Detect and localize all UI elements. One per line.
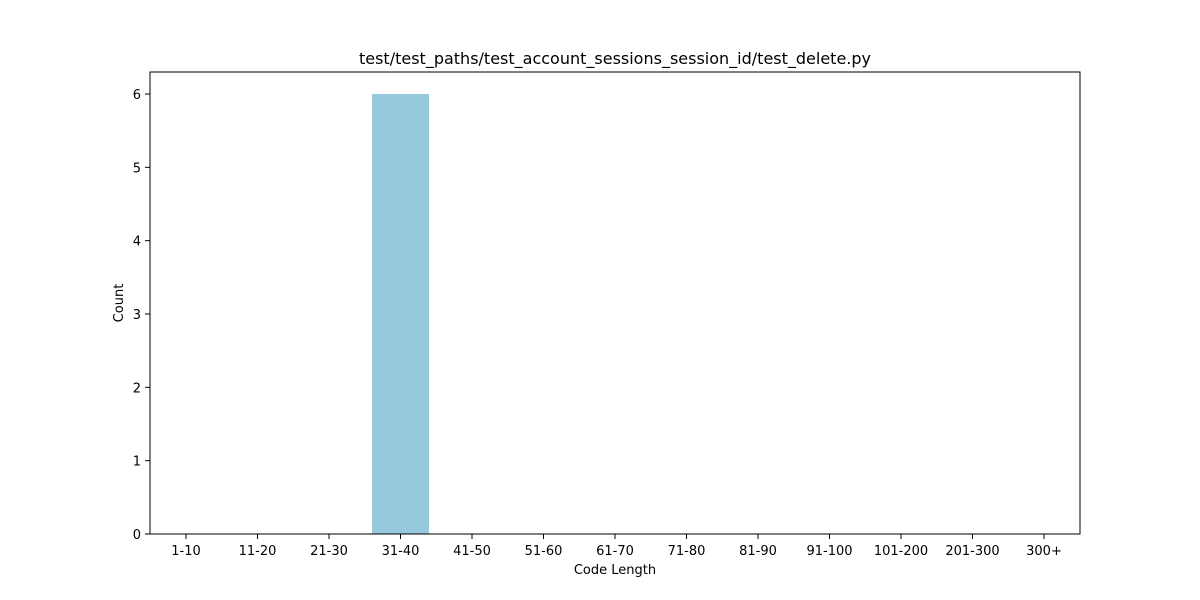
chart-title: test/test_paths/test_account_sessions_se…: [359, 49, 871, 69]
x-tick-label: 41-50: [453, 544, 491, 559]
x-tick-label: 201-300: [945, 544, 999, 559]
bars: [372, 94, 429, 534]
x-tick-label: 300+: [1026, 544, 1062, 559]
x-tick-label: 101-200: [874, 544, 928, 559]
x-tick-label: 11-20: [239, 544, 277, 559]
x-tick-label: 31-40: [382, 544, 420, 559]
x-tick-label: 61-70: [596, 544, 634, 559]
y-tick-label: 2: [133, 381, 141, 396]
x-tick-label: 81-90: [739, 544, 777, 559]
y-tick-label: 3: [133, 308, 141, 323]
y-tick-label: 1: [133, 455, 141, 470]
x-axis-label: Code Length: [574, 563, 656, 578]
x-tick-label: 91-100: [806, 544, 852, 559]
y-axis: 0 1 2 3 4 5 6: [133, 88, 150, 543]
x-tick-label: 21-30: [310, 544, 348, 559]
y-tick-label: 4: [133, 235, 141, 250]
bar-31-40: [372, 94, 429, 534]
y-tick-label: 6: [133, 88, 141, 103]
plot-frame: [149, 71, 1081, 535]
y-tick-label: 5: [133, 161, 141, 176]
x-axis: 1-10 11-20 21-30 31-40 41-50 51-60 61-70 71-80 8…: [171, 534, 1062, 559]
y-tick-label: 0: [133, 528, 141, 543]
x-tick-label: 1-10: [171, 544, 201, 559]
y-axis-label: Count: [112, 284, 127, 323]
x-tick-label: 71-80: [668, 544, 706, 559]
x-tick-label: 51-60: [525, 544, 563, 559]
